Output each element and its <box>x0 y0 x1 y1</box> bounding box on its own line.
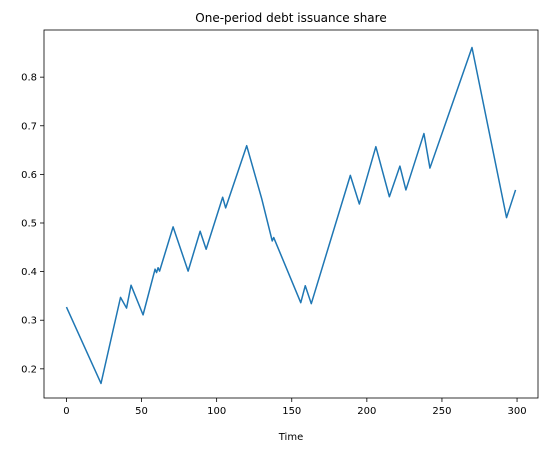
x-tick-label: 300 <box>508 406 527 417</box>
y-tick-label: 0.7 <box>21 121 37 132</box>
y-tick-label: 0.8 <box>21 73 37 84</box>
y-tick-label: 0.2 <box>21 364 37 375</box>
x-tick-label: 200 <box>357 406 376 417</box>
x-tick-label: 50 <box>135 406 148 417</box>
x-axis-label: Time <box>278 432 303 443</box>
y-tick-label: 0.5 <box>21 218 37 229</box>
y-tick-label: 0.6 <box>21 170 37 181</box>
x-tick-label: 250 <box>432 406 451 417</box>
chart-title: One-period debt issuance share <box>195 11 386 25</box>
y-tick-label: 0.3 <box>21 316 37 327</box>
y-tick-label: 0.4 <box>21 267 37 278</box>
x-tick-label: 150 <box>282 406 301 417</box>
data-line <box>65 46 517 385</box>
plot-frame <box>43 29 539 399</box>
x-tick-label: 100 <box>207 406 226 417</box>
x-tick-label: 0 <box>63 406 69 417</box>
